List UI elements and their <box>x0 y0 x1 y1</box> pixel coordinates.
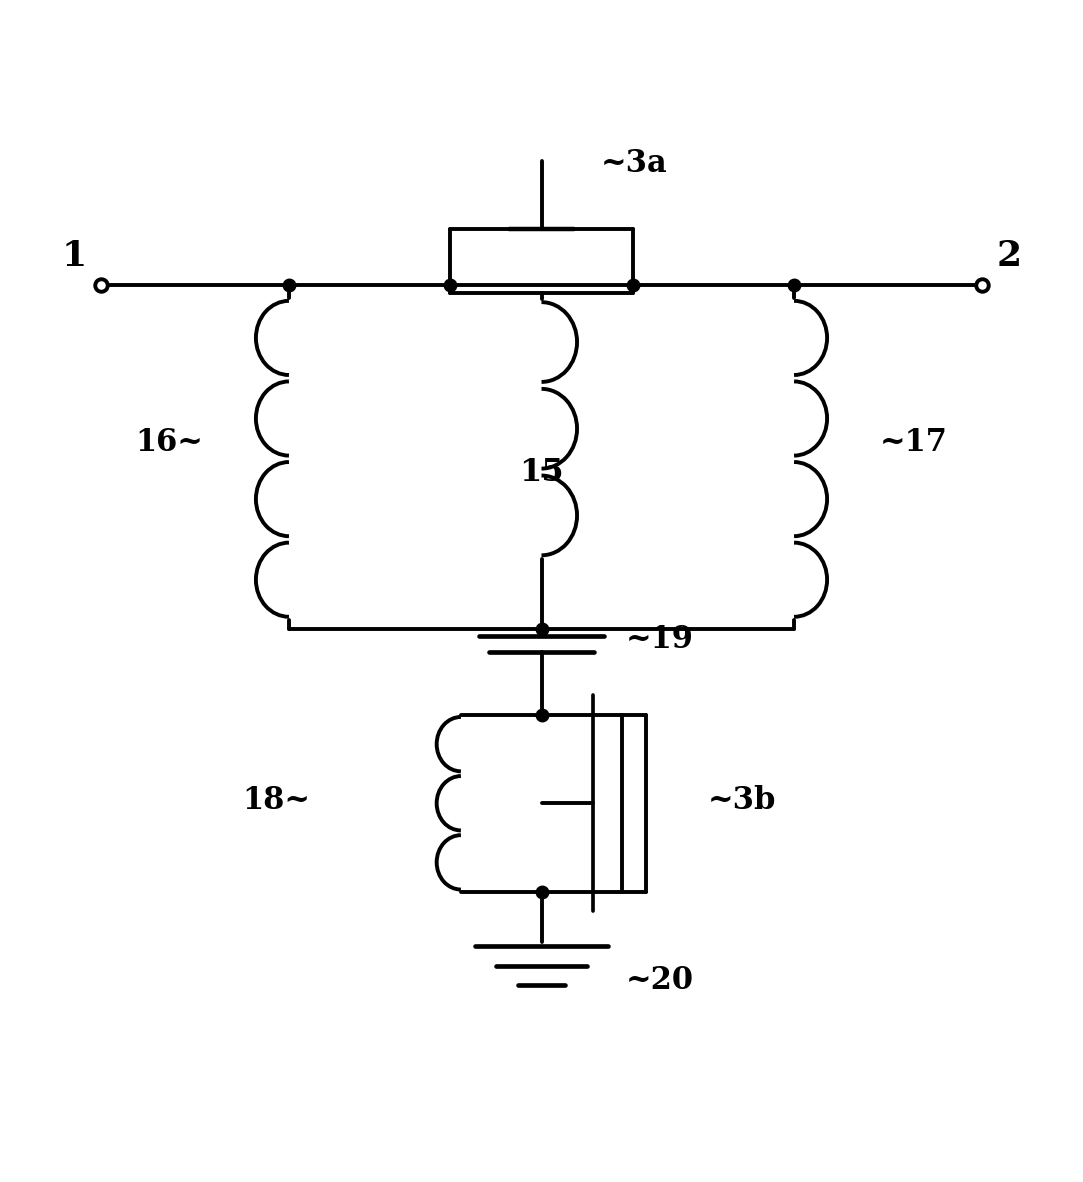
Text: 1: 1 <box>62 239 87 273</box>
Text: ~3b: ~3b <box>708 785 777 816</box>
Text: 16~: 16~ <box>135 427 203 459</box>
Text: 18~: 18~ <box>243 785 311 816</box>
Text: 2: 2 <box>996 239 1021 273</box>
Text: ~20: ~20 <box>625 965 693 995</box>
Text: ~17: ~17 <box>880 427 948 459</box>
Text: ~19: ~19 <box>625 624 693 655</box>
Text: 15: 15 <box>519 457 564 488</box>
Text: ~3a: ~3a <box>601 148 667 178</box>
